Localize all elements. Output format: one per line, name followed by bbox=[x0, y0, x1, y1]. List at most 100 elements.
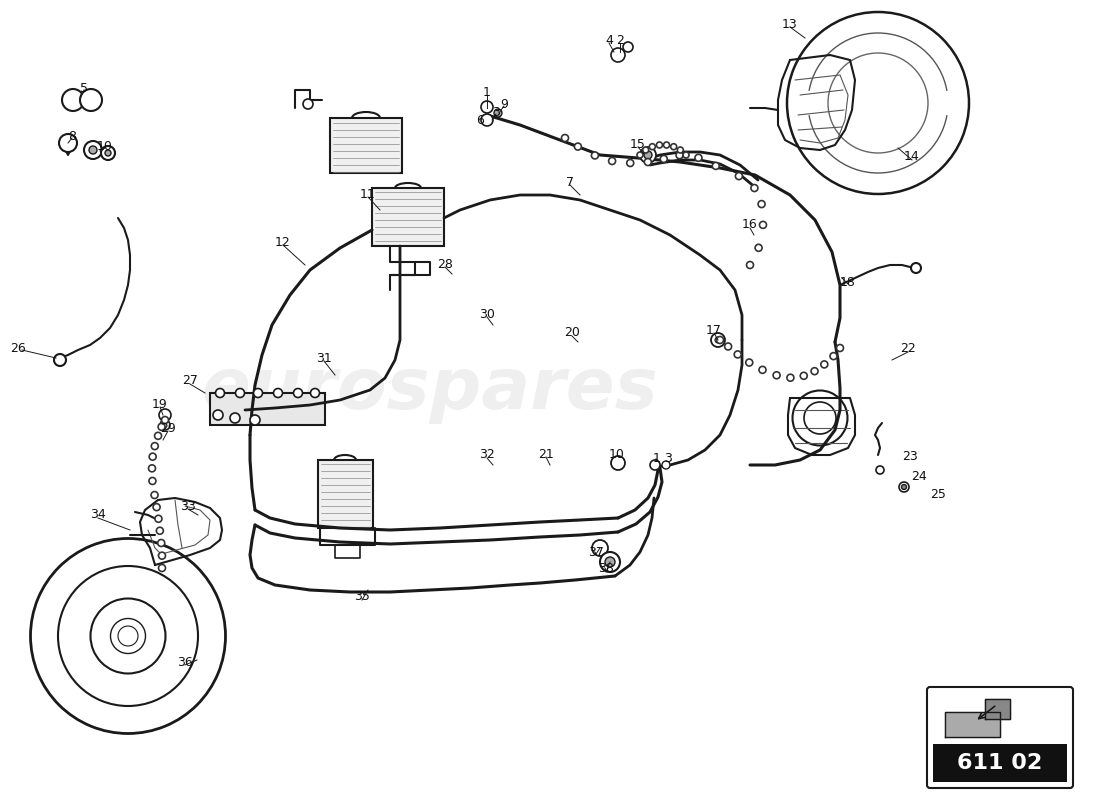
Text: 34: 34 bbox=[90, 509, 106, 522]
Circle shape bbox=[644, 151, 652, 159]
Circle shape bbox=[274, 389, 283, 398]
Circle shape bbox=[153, 504, 161, 510]
Circle shape bbox=[642, 147, 649, 153]
Circle shape bbox=[902, 485, 906, 490]
Circle shape bbox=[736, 173, 743, 180]
Circle shape bbox=[148, 478, 156, 485]
Circle shape bbox=[755, 244, 762, 251]
Circle shape bbox=[610, 456, 625, 470]
Text: 5: 5 bbox=[80, 82, 88, 94]
Circle shape bbox=[152, 442, 158, 450]
Circle shape bbox=[725, 343, 732, 350]
Circle shape bbox=[561, 134, 569, 142]
Text: 33: 33 bbox=[180, 499, 196, 513]
Text: 20: 20 bbox=[564, 326, 580, 339]
Circle shape bbox=[494, 109, 502, 117]
Circle shape bbox=[899, 482, 909, 492]
Circle shape bbox=[663, 142, 670, 148]
Circle shape bbox=[623, 42, 632, 52]
Circle shape bbox=[235, 389, 244, 398]
Text: 11: 11 bbox=[360, 187, 376, 201]
Text: 611 02: 611 02 bbox=[957, 753, 1043, 773]
Circle shape bbox=[711, 333, 725, 347]
Circle shape bbox=[80, 89, 102, 111]
Circle shape bbox=[253, 389, 263, 398]
Text: 1: 1 bbox=[653, 453, 661, 466]
Text: 2: 2 bbox=[616, 34, 624, 46]
Circle shape bbox=[713, 162, 719, 170]
Circle shape bbox=[649, 144, 656, 150]
Text: 32: 32 bbox=[480, 449, 495, 462]
Text: 19: 19 bbox=[152, 398, 168, 410]
Text: 3: 3 bbox=[492, 106, 499, 118]
Circle shape bbox=[746, 359, 752, 366]
Circle shape bbox=[158, 552, 165, 559]
Circle shape bbox=[637, 152, 644, 158]
Text: 31: 31 bbox=[316, 351, 332, 365]
Circle shape bbox=[662, 461, 670, 469]
Text: 17: 17 bbox=[706, 323, 722, 337]
Circle shape bbox=[148, 465, 155, 472]
Text: 13: 13 bbox=[782, 18, 797, 31]
Circle shape bbox=[801, 372, 807, 379]
Circle shape bbox=[734, 351, 741, 358]
Circle shape bbox=[592, 540, 608, 556]
Circle shape bbox=[657, 142, 662, 148]
Circle shape bbox=[660, 155, 668, 162]
Circle shape bbox=[158, 423, 165, 430]
Circle shape bbox=[162, 417, 168, 423]
Circle shape bbox=[481, 101, 493, 113]
Circle shape bbox=[671, 144, 676, 150]
Text: 8: 8 bbox=[68, 130, 76, 142]
Text: 9: 9 bbox=[500, 98, 508, 110]
Bar bbox=[372, 188, 444, 246]
Text: 3: 3 bbox=[664, 453, 672, 466]
Bar bbox=[330, 118, 402, 173]
Text: 36: 36 bbox=[177, 657, 192, 670]
Circle shape bbox=[151, 491, 158, 498]
Circle shape bbox=[758, 201, 766, 207]
Text: 24: 24 bbox=[911, 470, 927, 482]
Circle shape bbox=[821, 361, 828, 368]
Text: 27: 27 bbox=[183, 374, 198, 387]
Text: 22: 22 bbox=[900, 342, 916, 355]
Circle shape bbox=[876, 466, 884, 474]
Circle shape bbox=[155, 432, 162, 439]
Text: 25: 25 bbox=[931, 487, 946, 501]
Circle shape bbox=[747, 262, 754, 269]
Text: 4: 4 bbox=[605, 34, 613, 46]
Polygon shape bbox=[984, 698, 1010, 718]
Text: 21: 21 bbox=[538, 447, 554, 461]
Bar bbox=[318, 460, 373, 528]
Circle shape bbox=[160, 420, 170, 430]
Circle shape bbox=[230, 413, 240, 423]
Circle shape bbox=[481, 114, 493, 126]
Circle shape bbox=[715, 337, 720, 343]
Circle shape bbox=[89, 146, 97, 154]
Circle shape bbox=[54, 354, 66, 366]
Circle shape bbox=[104, 150, 111, 156]
Circle shape bbox=[627, 159, 634, 166]
Text: 29: 29 bbox=[161, 422, 176, 434]
Text: 12: 12 bbox=[275, 235, 290, 249]
Text: 15: 15 bbox=[630, 138, 646, 150]
Text: eurospares: eurospares bbox=[201, 355, 659, 425]
Circle shape bbox=[157, 539, 165, 546]
Text: 10: 10 bbox=[97, 139, 113, 153]
Circle shape bbox=[294, 389, 302, 398]
Bar bbox=[933, 744, 1067, 782]
Text: 18: 18 bbox=[840, 275, 856, 289]
Text: 1: 1 bbox=[483, 86, 491, 98]
Circle shape bbox=[574, 143, 582, 150]
Text: 10: 10 bbox=[609, 449, 625, 462]
Circle shape bbox=[650, 460, 660, 470]
Circle shape bbox=[250, 415, 260, 425]
Text: 6: 6 bbox=[476, 114, 484, 126]
Circle shape bbox=[759, 366, 766, 374]
Circle shape bbox=[678, 147, 683, 153]
Circle shape bbox=[830, 353, 837, 360]
Circle shape bbox=[676, 152, 683, 158]
Circle shape bbox=[216, 389, 224, 398]
Circle shape bbox=[84, 141, 102, 159]
Circle shape bbox=[213, 410, 223, 420]
